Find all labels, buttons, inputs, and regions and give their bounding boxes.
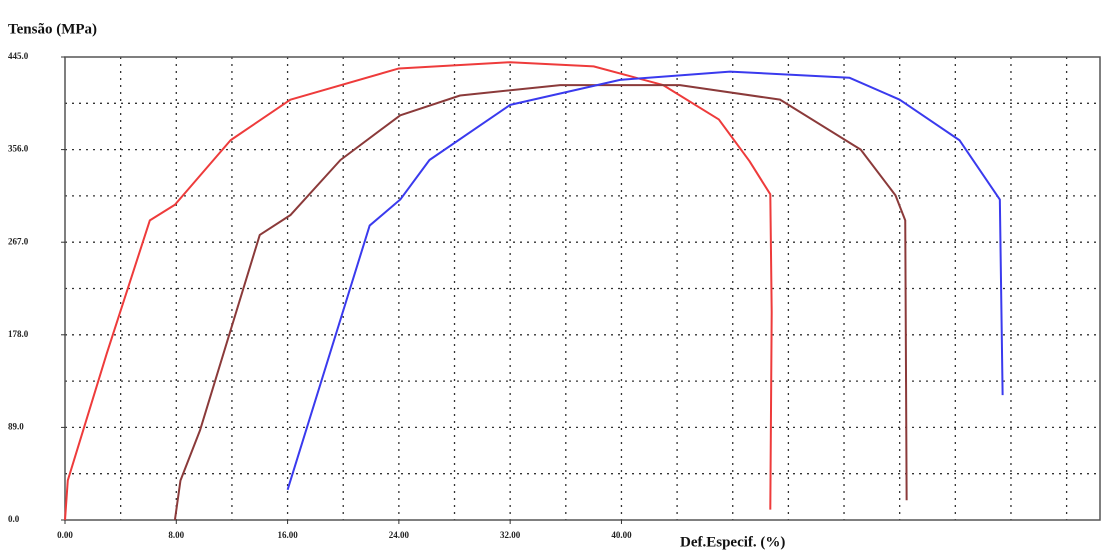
x-tick-label: 32.00 xyxy=(500,530,521,540)
y-tick-label: 89.0 xyxy=(8,421,24,431)
plot-border xyxy=(64,56,1101,521)
x-tick-label: 0.00 xyxy=(57,530,73,540)
series-line xyxy=(173,84,908,521)
series-line xyxy=(64,61,773,521)
x-tick-label: 8.00 xyxy=(168,530,184,540)
x-tick-label: 24.00 xyxy=(389,530,410,540)
y-tick-label: 445.0 xyxy=(8,51,29,61)
x-axis-label: Def.Especif. (%) xyxy=(680,534,785,550)
y-tick-label: 356.0 xyxy=(8,144,29,154)
y-tick-label: 178.0 xyxy=(8,329,29,339)
chart-title: Tensão (MPa) xyxy=(8,21,97,37)
x-tick-label: 40.00 xyxy=(611,530,632,540)
y-tick-label: 267.0 xyxy=(8,236,29,246)
y-tick-label: 0.0 xyxy=(8,514,20,524)
x-tick-label: 16.00 xyxy=(277,530,298,540)
series-line xyxy=(286,70,1004,491)
